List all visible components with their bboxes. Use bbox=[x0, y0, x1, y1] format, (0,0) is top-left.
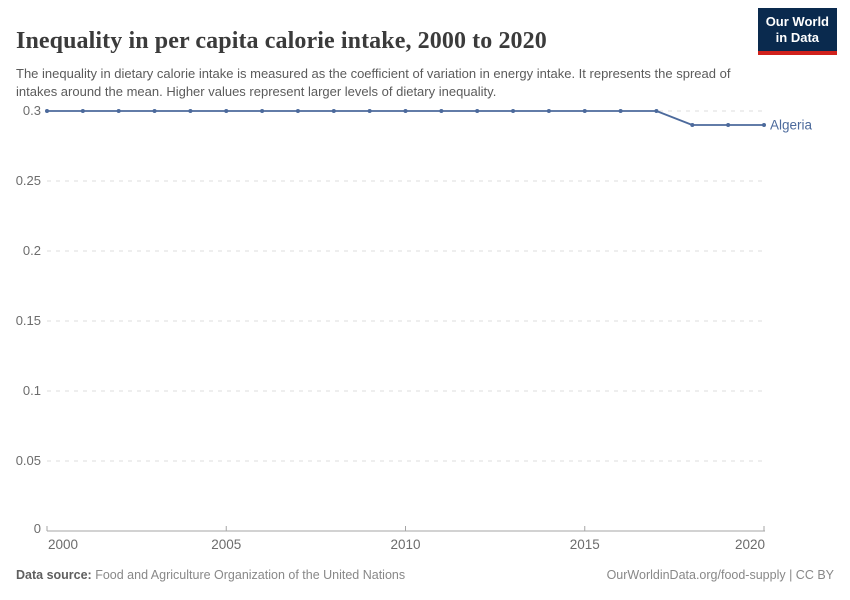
chart-footer: Data source: Food and Agriculture Organi… bbox=[16, 568, 834, 582]
data-point bbox=[726, 123, 731, 127]
data-point bbox=[116, 109, 121, 113]
data-point bbox=[152, 109, 157, 113]
y-tick-label: 0 bbox=[34, 521, 41, 536]
data-point bbox=[762, 123, 766, 127]
x-tick-label: 2020 bbox=[735, 537, 765, 552]
owid-logo-line2: in Data bbox=[775, 30, 820, 46]
data-source: Data source: Food and Agriculture Organi… bbox=[16, 568, 405, 582]
data-point bbox=[45, 109, 49, 113]
data-point bbox=[367, 109, 372, 113]
data-point bbox=[80, 109, 85, 113]
y-tick-label: 0.2 bbox=[23, 243, 41, 258]
x-tick-label: 2005 bbox=[211, 537, 241, 552]
series-end-label: Algeria bbox=[770, 118, 813, 133]
x-tick-label: 2000 bbox=[48, 537, 78, 552]
y-tick-label: 0.05 bbox=[16, 453, 41, 468]
data-source-label: Data source: bbox=[16, 568, 92, 582]
owid-logo-line1: Our World bbox=[765, 14, 829, 29]
owid-logo: Our World in Data bbox=[757, 8, 837, 55]
data-point bbox=[260, 109, 265, 113]
data-point bbox=[403, 109, 408, 113]
data-point bbox=[690, 123, 695, 127]
y-tick-label: 0.3 bbox=[23, 103, 41, 118]
y-tick-label: 0.25 bbox=[16, 173, 41, 188]
data-point bbox=[224, 109, 229, 113]
data-point bbox=[582, 109, 587, 113]
x-tick-label: 2010 bbox=[390, 537, 420, 552]
chart-title: Inequality in per capita calorie intake,… bbox=[16, 28, 547, 55]
y-tick-label: 0.15 bbox=[16, 313, 41, 328]
data-source-text: Food and Agriculture Organization of the… bbox=[91, 568, 406, 582]
data-point bbox=[331, 109, 336, 113]
credit-link[interactable]: OurWorldinData.org/food-supply | CC BY bbox=[606, 568, 834, 582]
data-point bbox=[188, 109, 193, 113]
data-point bbox=[295, 109, 300, 113]
x-tick-label: 2015 bbox=[570, 537, 600, 552]
data-point bbox=[546, 109, 551, 113]
data-point bbox=[439, 109, 444, 113]
data-point bbox=[654, 109, 659, 113]
trend-line bbox=[46, 110, 765, 126]
data-point bbox=[475, 109, 480, 113]
y-tick-label: 0.1 bbox=[23, 383, 41, 398]
data-point bbox=[618, 109, 623, 113]
chart-subtitle: The inequality in dietary calorie intake… bbox=[16, 66, 731, 100]
data-point bbox=[511, 109, 516, 113]
